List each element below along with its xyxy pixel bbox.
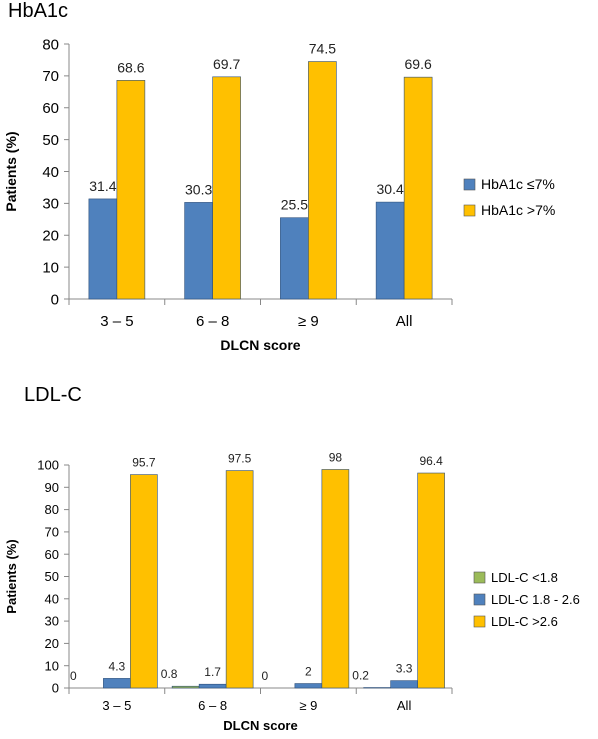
chart1-title: HbA1c xyxy=(8,0,69,22)
chart2-legend-swatch xyxy=(473,615,486,628)
chart2-y-tick-label: 10 xyxy=(45,658,59,673)
chart1-bar xyxy=(212,76,241,300)
chart1-x-tick-label: 3 – 5 xyxy=(100,313,133,330)
chart1-data-label: 30.4 xyxy=(377,181,404,197)
chart1-y-tick-label: 50 xyxy=(42,132,59,149)
chart1-legend-label: HbA1c ≤7% xyxy=(481,176,555,192)
chart2-x-tick-label: 3 – 5 xyxy=(102,698,131,713)
chart2-data-label: 3.3 xyxy=(396,662,413,676)
chart1-bar xyxy=(403,76,433,300)
chart2-title: LDL-C xyxy=(24,384,82,406)
chart2-bar xyxy=(390,680,418,689)
chart2-x-tick-label: 6 – 8 xyxy=(198,698,227,713)
chart2-data-label: 1.7 xyxy=(204,665,221,679)
chart1-data-label: 74.5 xyxy=(309,41,336,57)
chart1-bar xyxy=(116,80,146,300)
chart1-legend-swatch xyxy=(463,178,476,191)
chart1-y-tick-label: 0 xyxy=(51,291,59,308)
chart2-y-tick-label: 50 xyxy=(45,569,59,584)
chart2-y-tick-label: 70 xyxy=(45,524,59,539)
chart1-data-label: 69.7 xyxy=(213,56,240,72)
chart2-data-label: 95.7 xyxy=(132,456,156,470)
chart2-y-tick-label: 90 xyxy=(45,480,59,495)
chart1-legend-swatch xyxy=(463,204,476,217)
chart1-data-label: 68.6 xyxy=(117,59,144,75)
chart2-y-tick-label: 30 xyxy=(45,614,59,629)
chart1-data-label: 69.6 xyxy=(405,56,432,72)
chart2-legend-label: LDL-C 1.8 - 2.6 xyxy=(491,592,580,607)
chart2-bar xyxy=(198,683,227,689)
chart1-y-axis-title: Patients (%) xyxy=(3,131,19,211)
chart2-data-label: 0 xyxy=(70,669,77,683)
chart2-data-label: 97.5 xyxy=(228,452,252,466)
chart1-legend-label: HbA1c >7% xyxy=(481,202,555,218)
chart1-data-label: 25.5 xyxy=(281,197,308,213)
chart1-y-tick-label: 40 xyxy=(42,164,59,181)
chart1-y-tick-label: 20 xyxy=(42,228,59,245)
chart2-bar xyxy=(417,472,445,689)
chart2-y-axis-title: Patients (%) xyxy=(4,539,19,613)
chart2-legend-label: LDL-C <1.8 xyxy=(491,570,558,585)
chart1-y-tick-label: 70 xyxy=(42,68,59,85)
chart2-y-tick-label: 20 xyxy=(45,636,59,651)
chart2-bar xyxy=(171,685,200,689)
chart1-bar xyxy=(88,198,118,300)
chart2-data-label: 0.2 xyxy=(352,669,369,683)
chart1-bar xyxy=(375,201,405,300)
chart2-legend-label: LDL-C >2.6 xyxy=(491,614,558,629)
chart2-y-tick-label: 40 xyxy=(45,591,59,606)
chart1-bar xyxy=(308,61,337,300)
chart1-bar xyxy=(280,217,309,300)
chart1-y-tick-label: 10 xyxy=(42,259,59,276)
chart2-legend-swatch xyxy=(473,571,486,584)
chart1-x-tick-label: All xyxy=(396,313,413,330)
chart2-x-tick-label: ≥ 9 xyxy=(299,698,317,713)
chart2-legend-swatch xyxy=(473,593,486,606)
chart2-bar xyxy=(130,474,158,689)
chart2-data-label: 2 xyxy=(305,665,312,679)
chart1-data-label: 31.4 xyxy=(89,178,116,194)
chart2-data-label: 96.4 xyxy=(419,454,443,468)
chart1-y-tick-label: 60 xyxy=(42,100,59,117)
chart2-x-tick-label: All xyxy=(397,698,412,713)
chart1-y-tick-label: 80 xyxy=(42,36,59,53)
chart2-bar xyxy=(321,469,350,689)
chart2-data-label: 98 xyxy=(329,450,343,464)
chart2-data-label: 0.8 xyxy=(161,667,178,681)
chart1-x-axis-title: DLCN score xyxy=(220,337,300,353)
chart2-x-axis-title: DLCN score xyxy=(223,718,297,733)
chart2-y-tick-label: 0 xyxy=(52,681,59,696)
chart1-x-tick-label: ≥ 9 xyxy=(298,313,319,330)
chart1-x-tick-label: 6 – 8 xyxy=(196,313,229,330)
chart1-data-label: 30.3 xyxy=(185,181,212,197)
chart2-bar xyxy=(103,678,131,689)
chart2-bar xyxy=(294,683,323,689)
chart2-data-label: 4.3 xyxy=(109,659,126,673)
chart2-y-tick-label: 60 xyxy=(45,547,59,562)
chart2-y-tick-label: 100 xyxy=(37,458,59,473)
chart2-bar xyxy=(225,470,254,689)
chart2-data-label: 0 xyxy=(262,669,269,683)
chart1-bar xyxy=(184,202,213,300)
chart1-y-tick-label: 30 xyxy=(42,196,59,213)
chart2-y-tick-label: 80 xyxy=(45,502,59,517)
